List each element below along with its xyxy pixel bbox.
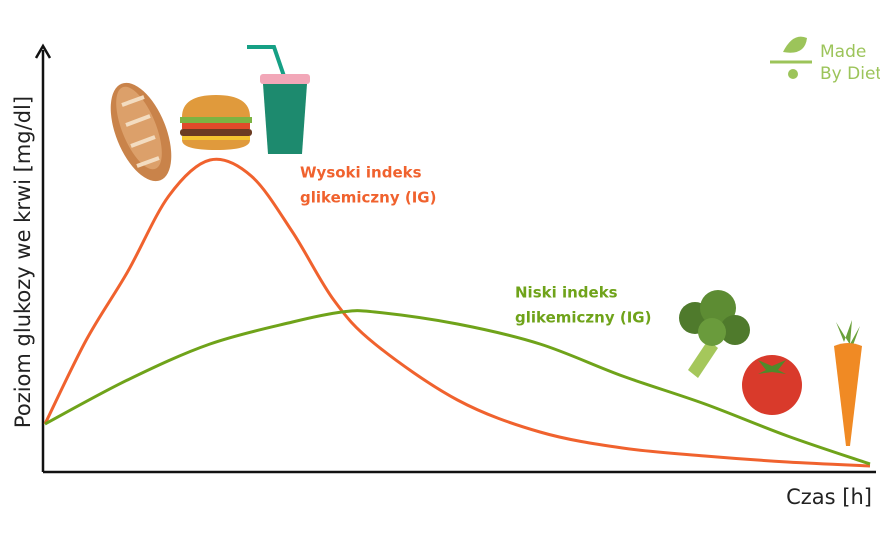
logo-dot	[788, 69, 798, 79]
annotation: glikemiczny (IG)	[300, 189, 436, 207]
data-line	[43, 157, 871, 468]
y-arrow	[34, 43, 52, 59]
tomato-icon	[742, 355, 802, 415]
annotation: glikemiczny (IG)	[515, 309, 651, 327]
x-axis-label: Czas [h]	[786, 485, 872, 509]
annotation: Wysoki indeks	[300, 164, 422, 182]
axes	[34, 43, 876, 474]
annotation: Niski indeks	[515, 284, 618, 302]
plot: Wysoki indeks glikemiczny (IG) Niski indek…	[43, 157, 871, 468]
logo-text: By Diet	[820, 64, 880, 84]
drink-icon	[247, 45, 310, 154]
burger-icon	[180, 95, 252, 150]
carrot-icon	[834, 320, 862, 446]
broccoli-icon	[679, 290, 750, 378]
data-line	[44, 309, 871, 466]
y-axis-label: Poziom glukozy we krwi [mg/dl]	[11, 96, 35, 428]
logo-leaf	[783, 36, 807, 53]
logo-text: Made	[820, 42, 866, 62]
logo: Made By Diet	[770, 36, 880, 84]
bread-icon	[110, 82, 172, 182]
